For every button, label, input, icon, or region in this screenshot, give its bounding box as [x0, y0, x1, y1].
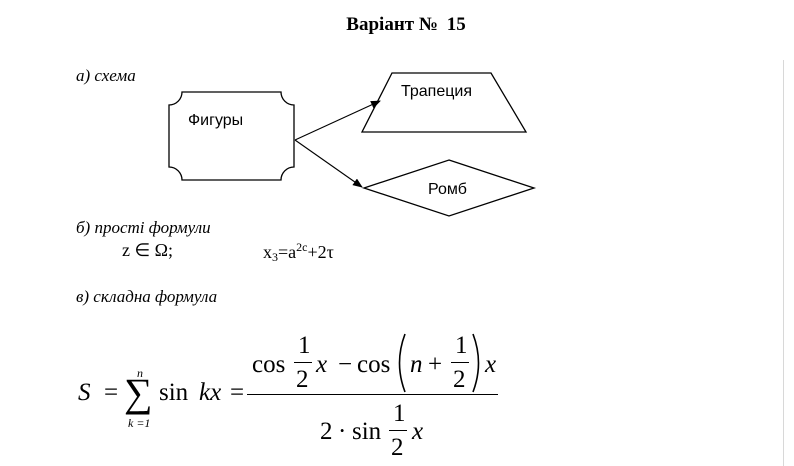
- page-margin-rule: [783, 60, 784, 466]
- variant-label: Варіант №: [346, 14, 438, 35]
- section-a-label: а) схема: [76, 66, 136, 85]
- page-title: Варіант № 15: [0, 14, 794, 36]
- num-half1-bar: [294, 362, 312, 364]
- paren-right: [472, 333, 480, 393]
- arrow-to-rhombus: [294, 139, 363, 188]
- den-two: 2: [320, 418, 333, 445]
- num-half2-numerator: 1: [455, 332, 468, 359]
- figures-label: Фигуры: [188, 112, 243, 129]
- section-b-label: б) прості формули: [76, 218, 211, 237]
- formula-lhs: S: [78, 379, 91, 406]
- simple-formula-membership: z ∈ Ω;: [122, 240, 174, 260]
- num-minus: −: [338, 351, 353, 378]
- den-half-numerator: 1: [393, 400, 406, 427]
- formula-kx: kx: [199, 379, 222, 406]
- formula-sin: sin: [159, 379, 189, 406]
- num-half1-numerator: 1: [298, 332, 311, 359]
- den-half-bar: [389, 430, 407, 432]
- arrow-to-trapezoid: [294, 100, 381, 141]
- num-half2-bar: [451, 362, 469, 364]
- num-plus: +: [428, 351, 443, 378]
- den-x: x: [412, 418, 424, 445]
- den-dot: ·: [338, 418, 347, 445]
- figures-node: [168, 91, 295, 181]
- num-cos1: cos: [252, 351, 286, 378]
- num-half1-denominator: 2: [296, 366, 309, 393]
- sum-symbol: ∑: [124, 370, 153, 415]
- formula-eq2: =: [230, 379, 245, 406]
- num-cos2: cos: [357, 351, 391, 378]
- paren-left: [398, 333, 406, 393]
- num-x2: x: [485, 351, 497, 378]
- num-x1: x: [316, 351, 328, 378]
- section-c-label: в) складна формула: [76, 287, 218, 306]
- trapezoid-node: [360, 72, 528, 133]
- simple-formula-power: x3=a2c+2τ: [263, 240, 334, 264]
- den-half-denominator: 2: [391, 434, 404, 461]
- sum-upper: n: [137, 366, 143, 380]
- variant-number: 15: [446, 14, 466, 35]
- main-fraction-bar: [247, 394, 498, 396]
- num-half2-denominator: 2: [453, 366, 466, 393]
- den-sin: sin: [352, 418, 382, 445]
- trapezoid-label: Трапеция: [401, 83, 472, 100]
- sum-lower: k =1: [128, 416, 151, 430]
- rhombus-label: Ромб: [428, 181, 467, 198]
- formula-eq1: =: [104, 379, 119, 406]
- scheme-diagram: Фигуры Трапеция Ромб: [168, 72, 537, 217]
- num-n: n: [410, 351, 423, 378]
- rhombus-node: [361, 159, 537, 217]
